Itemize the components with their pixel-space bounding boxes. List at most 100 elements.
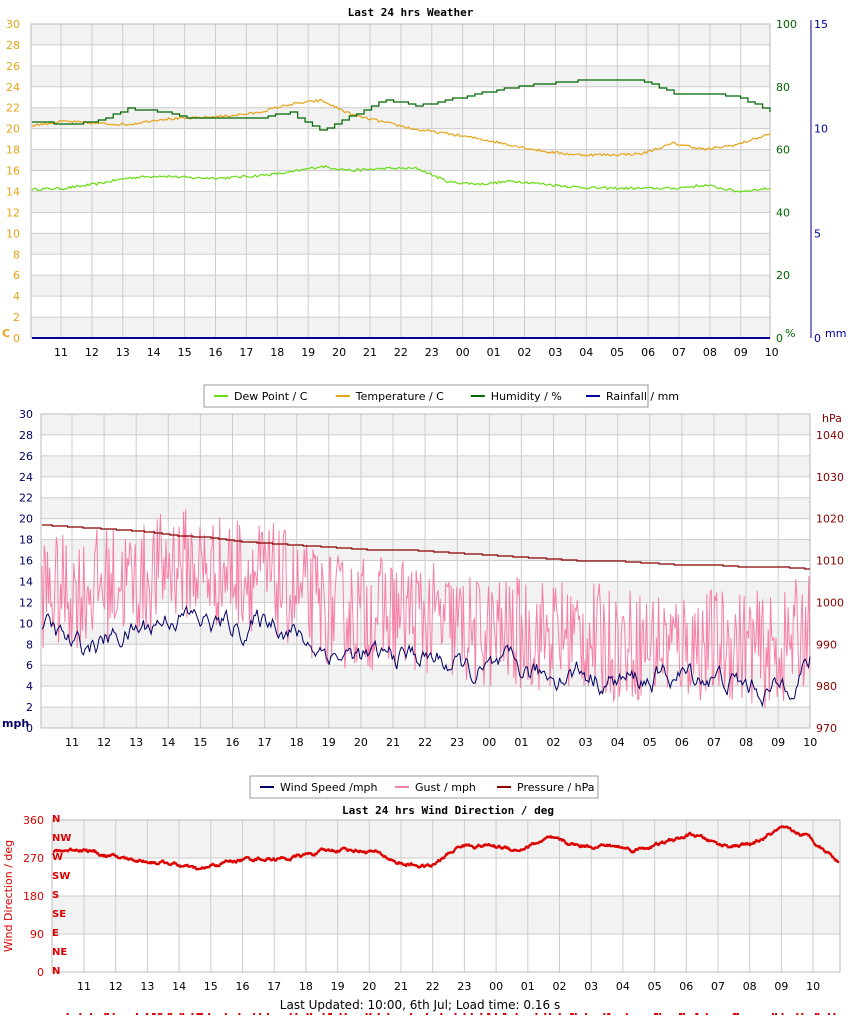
x-tick-label: 22 [418,736,432,749]
calm-dot [548,1013,551,1015]
y-left-tick-label: 28 [19,429,33,442]
x-tick-label: 09 [734,346,748,359]
calm-dot [365,1013,368,1015]
direction-point [636,848,639,851]
calm-dot [322,1013,325,1015]
calm-dot [199,1013,202,1015]
y-left-unit: mph [2,717,29,730]
y-left-tick-label: 0 [26,722,33,735]
direction-point [701,835,704,838]
calm-dot [289,1013,292,1015]
direction-point [715,841,718,844]
compass-label: NW [52,833,71,844]
calm-dot [339,1013,342,1015]
calm-dot [208,1013,211,1015]
direction-point [292,855,295,858]
direction-point [649,846,652,850]
calm-dot [515,1013,518,1015]
calm-dot [454,1013,457,1015]
direction-point [93,849,97,852]
legend-label: Dew Point / C [234,390,308,403]
x-tick-label: 03 [548,346,562,359]
calm-dot [426,1013,429,1015]
direction-point [248,857,251,860]
y-left-tick-label: 10 [19,617,33,630]
calm-dot [266,1013,269,1015]
y-axis-label: Wind Direction / deg [2,840,15,952]
direction-point [797,832,800,836]
direction-point [654,842,657,846]
direction-point [772,830,775,834]
direction-point [257,857,260,860]
direction-point [481,845,484,848]
direction-point [443,856,446,859]
y-left-tick-label: 4 [13,290,20,303]
direction-point [577,844,580,847]
direction-point [78,850,81,853]
x-tick-label: 18 [290,736,304,749]
y-right-unit: hPa [822,412,842,425]
direction-point [492,844,496,847]
direction-point [580,845,584,848]
direction-point [633,850,636,853]
x-tick-label: 17 [267,980,281,993]
legend-label: Gust / mph [415,781,476,794]
direction-point [733,845,736,848]
y-right-tick-label: 990 [816,638,837,651]
x-tick-label: 21 [363,346,377,359]
calm-dot [494,1013,497,1015]
calm-dot [504,1013,507,1015]
x-tick-label: 15 [204,980,218,993]
direction-point [654,841,658,844]
direction-point [94,850,98,854]
legend-label: Humidity / % [491,390,562,403]
x-tick-label: 22 [426,980,440,993]
direction-point [674,838,677,841]
direction-point [837,860,840,864]
y-left-tick-label: 18 [6,144,20,157]
direction-point [686,834,689,838]
x-tick-label: 08 [739,736,753,749]
legend-wind: Wind Speed /mph Gust / mph Pressure / hPa [249,775,599,799]
calm-dot [833,1013,836,1015]
x-tick-label: 07 [711,980,725,993]
x-tick-label: 11 [65,736,79,749]
direction-point [66,850,70,853]
x-tick-label: 22 [394,346,408,359]
calm-dot [152,1013,155,1015]
direction-point [345,848,348,851]
direction-point [685,833,688,836]
calm-dot [733,1013,736,1015]
calm-dot [678,1013,681,1015]
calm-dot [656,1013,659,1015]
x-tick-label: 06 [641,346,655,359]
y-left-tick-label: 0 [13,332,20,345]
x-tick-label: 04 [579,346,593,359]
direction-point [483,844,486,847]
calm-dot [695,1013,698,1015]
direction-point [115,855,118,858]
calm-dot [253,1013,256,1015]
y-left-tick-label: 6 [13,269,20,282]
direction-point [283,856,287,860]
legend-label: Pressure / hPa [517,781,595,794]
direction-point [104,854,107,857]
x-tick-label: 13 [140,980,154,993]
calm-dot [463,1013,466,1015]
calm-dot [570,1013,573,1015]
x-tick-label: 01 [521,980,535,993]
direction-point [271,858,274,861]
direction-point [344,847,348,850]
y-right-tick-label: 1040 [816,429,844,442]
x-tick-label: 00 [489,980,503,993]
y-left-tick-label: 8 [26,638,33,651]
direction-point [811,839,814,842]
x-tick-label: 05 [610,346,624,359]
direction-point [806,833,809,836]
x-tick-label: 14 [147,346,161,359]
y-left-tick-label: 14 [19,575,33,588]
y-left-tick-label: 6 [26,659,33,672]
direction-point [316,851,319,855]
y-tick-label: 270 [23,852,44,865]
calm-dot [734,1013,737,1015]
